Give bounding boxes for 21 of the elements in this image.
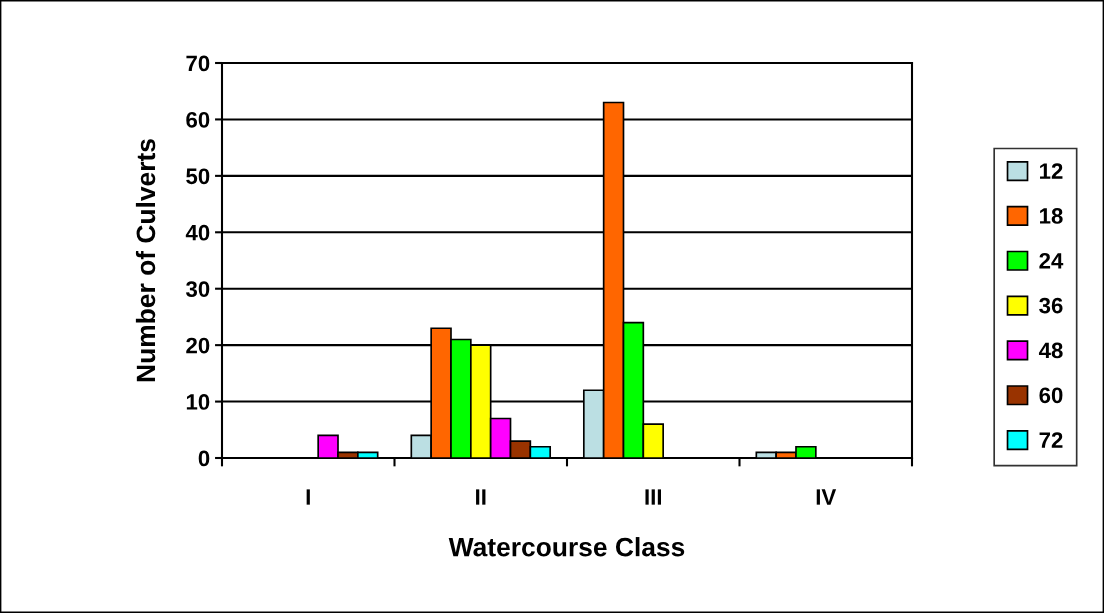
x-tick-label: I: [306, 489, 310, 505]
x-tick-label: IV: [816, 489, 837, 505]
legend-label: 18: [1040, 208, 1063, 224]
legend-label: 24: [1039, 252, 1064, 269]
y-axis-title: Number of Culverts: [135, 139, 156, 382]
y-tick-label: 40: [185, 224, 210, 241]
x-axis-title: Watercourse Class: [448, 537, 685, 557]
legend-label: 48: [1038, 342, 1063, 359]
y-tick-label: 10: [186, 394, 210, 410]
legend-label: 60: [1039, 387, 1063, 404]
x-tick-label: III: [645, 489, 662, 505]
y-tick-label: 70: [186, 55, 210, 72]
y-tick-label: 60: [186, 111, 210, 128]
x-tick-label: II: [476, 489, 486, 505]
legend-label: 12: [1040, 163, 1063, 179]
y-tick-label: 20: [186, 337, 210, 354]
y-tick-label: 30: [185, 281, 210, 298]
y-tick-label: 50: [186, 168, 210, 185]
legend-label: 72: [1039, 432, 1063, 448]
legend-label: 36: [1039, 297, 1063, 314]
y-tick-label: 0: [198, 450, 210, 467]
